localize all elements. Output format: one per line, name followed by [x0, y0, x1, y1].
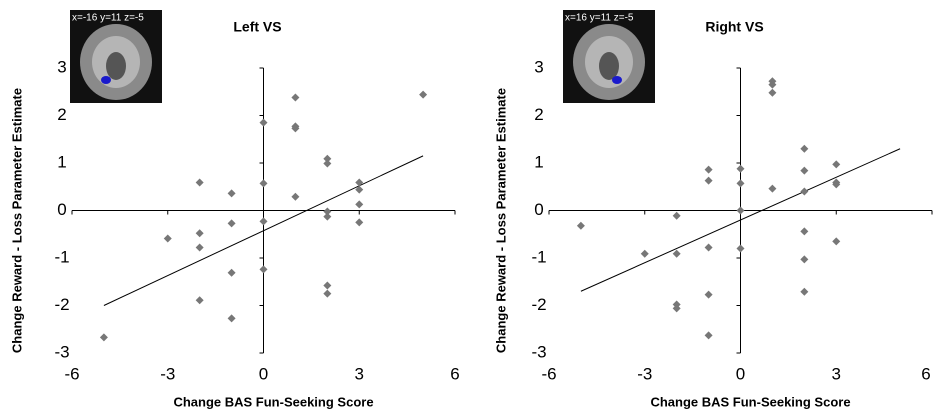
x-tick-label: 6 [921, 364, 930, 383]
data-point [259, 118, 268, 127]
data-point [419, 90, 428, 99]
data-point [672, 211, 681, 220]
data-point [704, 290, 713, 299]
y-tick-label: 2 [57, 105, 66, 124]
y-tick-label: 2 [534, 105, 543, 124]
data-point [704, 176, 713, 185]
brain-ventricle [599, 52, 619, 80]
y-axis-label: Change Reward - Loss Parameter Estimate [9, 88, 24, 353]
y-tick-label: -2 [531, 295, 546, 314]
x-tick-label: 3 [355, 364, 364, 383]
x-axis-label: Change BAS Fun-Seeking Score [173, 394, 373, 409]
y-tick-label: -1 [531, 247, 546, 266]
data-point [99, 333, 108, 342]
data-point [800, 287, 809, 296]
data-point [640, 249, 649, 258]
data-point [736, 244, 745, 253]
x-tick-label: -6 [64, 364, 79, 383]
inset-label: x=-16 y=11 z=-5 [72, 13, 144, 24]
inset-label: x=16 y=11 z=-5 [565, 13, 634, 24]
data-point [800, 187, 809, 196]
data-point [323, 154, 332, 163]
data-point [323, 159, 332, 168]
y-tick-label: -1 [54, 247, 69, 266]
y-tick-label: 1 [57, 152, 66, 171]
data-point [355, 178, 364, 187]
data-point [832, 237, 841, 246]
data-point [768, 184, 777, 193]
x-tick-label: 3 [832, 364, 841, 383]
data-point [576, 221, 585, 230]
trend-line [103, 155, 424, 306]
data-point [291, 124, 300, 133]
x-tick-label: 6 [450, 364, 459, 383]
data-point [323, 212, 332, 221]
data-point [291, 93, 300, 102]
data-point [704, 165, 713, 174]
x-tick-label: 0 [259, 364, 268, 383]
y-tick-label: 3 [534, 57, 543, 76]
data-point [227, 189, 236, 198]
data-point [323, 207, 332, 216]
data-point [832, 180, 841, 189]
y-axis-label: Change Reward - Loss Parameter Estimate [493, 88, 508, 353]
data-point [704, 331, 713, 340]
data-point [355, 185, 364, 194]
x-axis-label: Change BAS Fun-Seeking Score [650, 394, 850, 409]
data-point [259, 179, 268, 188]
chart-title: Right VS [705, 19, 763, 35]
data-point [672, 304, 681, 313]
data-point [768, 88, 777, 97]
data-point [323, 289, 332, 298]
data-point [736, 164, 745, 173]
x-tick-label: -3 [637, 364, 652, 383]
y-tick-label: -2 [54, 295, 69, 314]
x-tick-label: -6 [541, 364, 556, 383]
data-point [736, 179, 745, 188]
y-tick-label: 0 [57, 200, 66, 219]
y-tick-label: 0 [534, 200, 543, 219]
y-tick-label: 3 [57, 57, 66, 76]
brain-roi [612, 76, 622, 84]
data-point [355, 200, 364, 209]
data-point [323, 281, 332, 290]
data-point [736, 206, 745, 215]
data-point [195, 243, 204, 252]
data-point [800, 255, 809, 264]
data-point [195, 296, 204, 305]
data-point [672, 249, 681, 258]
data-point [355, 218, 364, 227]
data-point [704, 243, 713, 252]
data-point [768, 80, 777, 89]
data-point [227, 268, 236, 277]
data-point [163, 234, 172, 243]
brain-roi [101, 76, 111, 84]
y-tick-label: -3 [531, 342, 546, 361]
data-point [832, 160, 841, 169]
brain-ventricle [106, 52, 126, 80]
data-point [195, 229, 204, 238]
data-point [800, 144, 809, 153]
trend-line [580, 148, 901, 292]
y-tick-label: -3 [54, 342, 69, 361]
data-point [800, 166, 809, 175]
data-point [227, 219, 236, 228]
x-tick-label: -3 [160, 364, 175, 383]
y-tick-label: 1 [534, 152, 543, 171]
x-tick-label: 0 [736, 364, 745, 383]
data-point [291, 192, 300, 201]
chart-title: Left VS [233, 19, 281, 35]
data-point [800, 227, 809, 236]
data-point [259, 265, 268, 274]
data-point [227, 314, 236, 323]
data-point [195, 178, 204, 187]
data-point [259, 217, 268, 226]
